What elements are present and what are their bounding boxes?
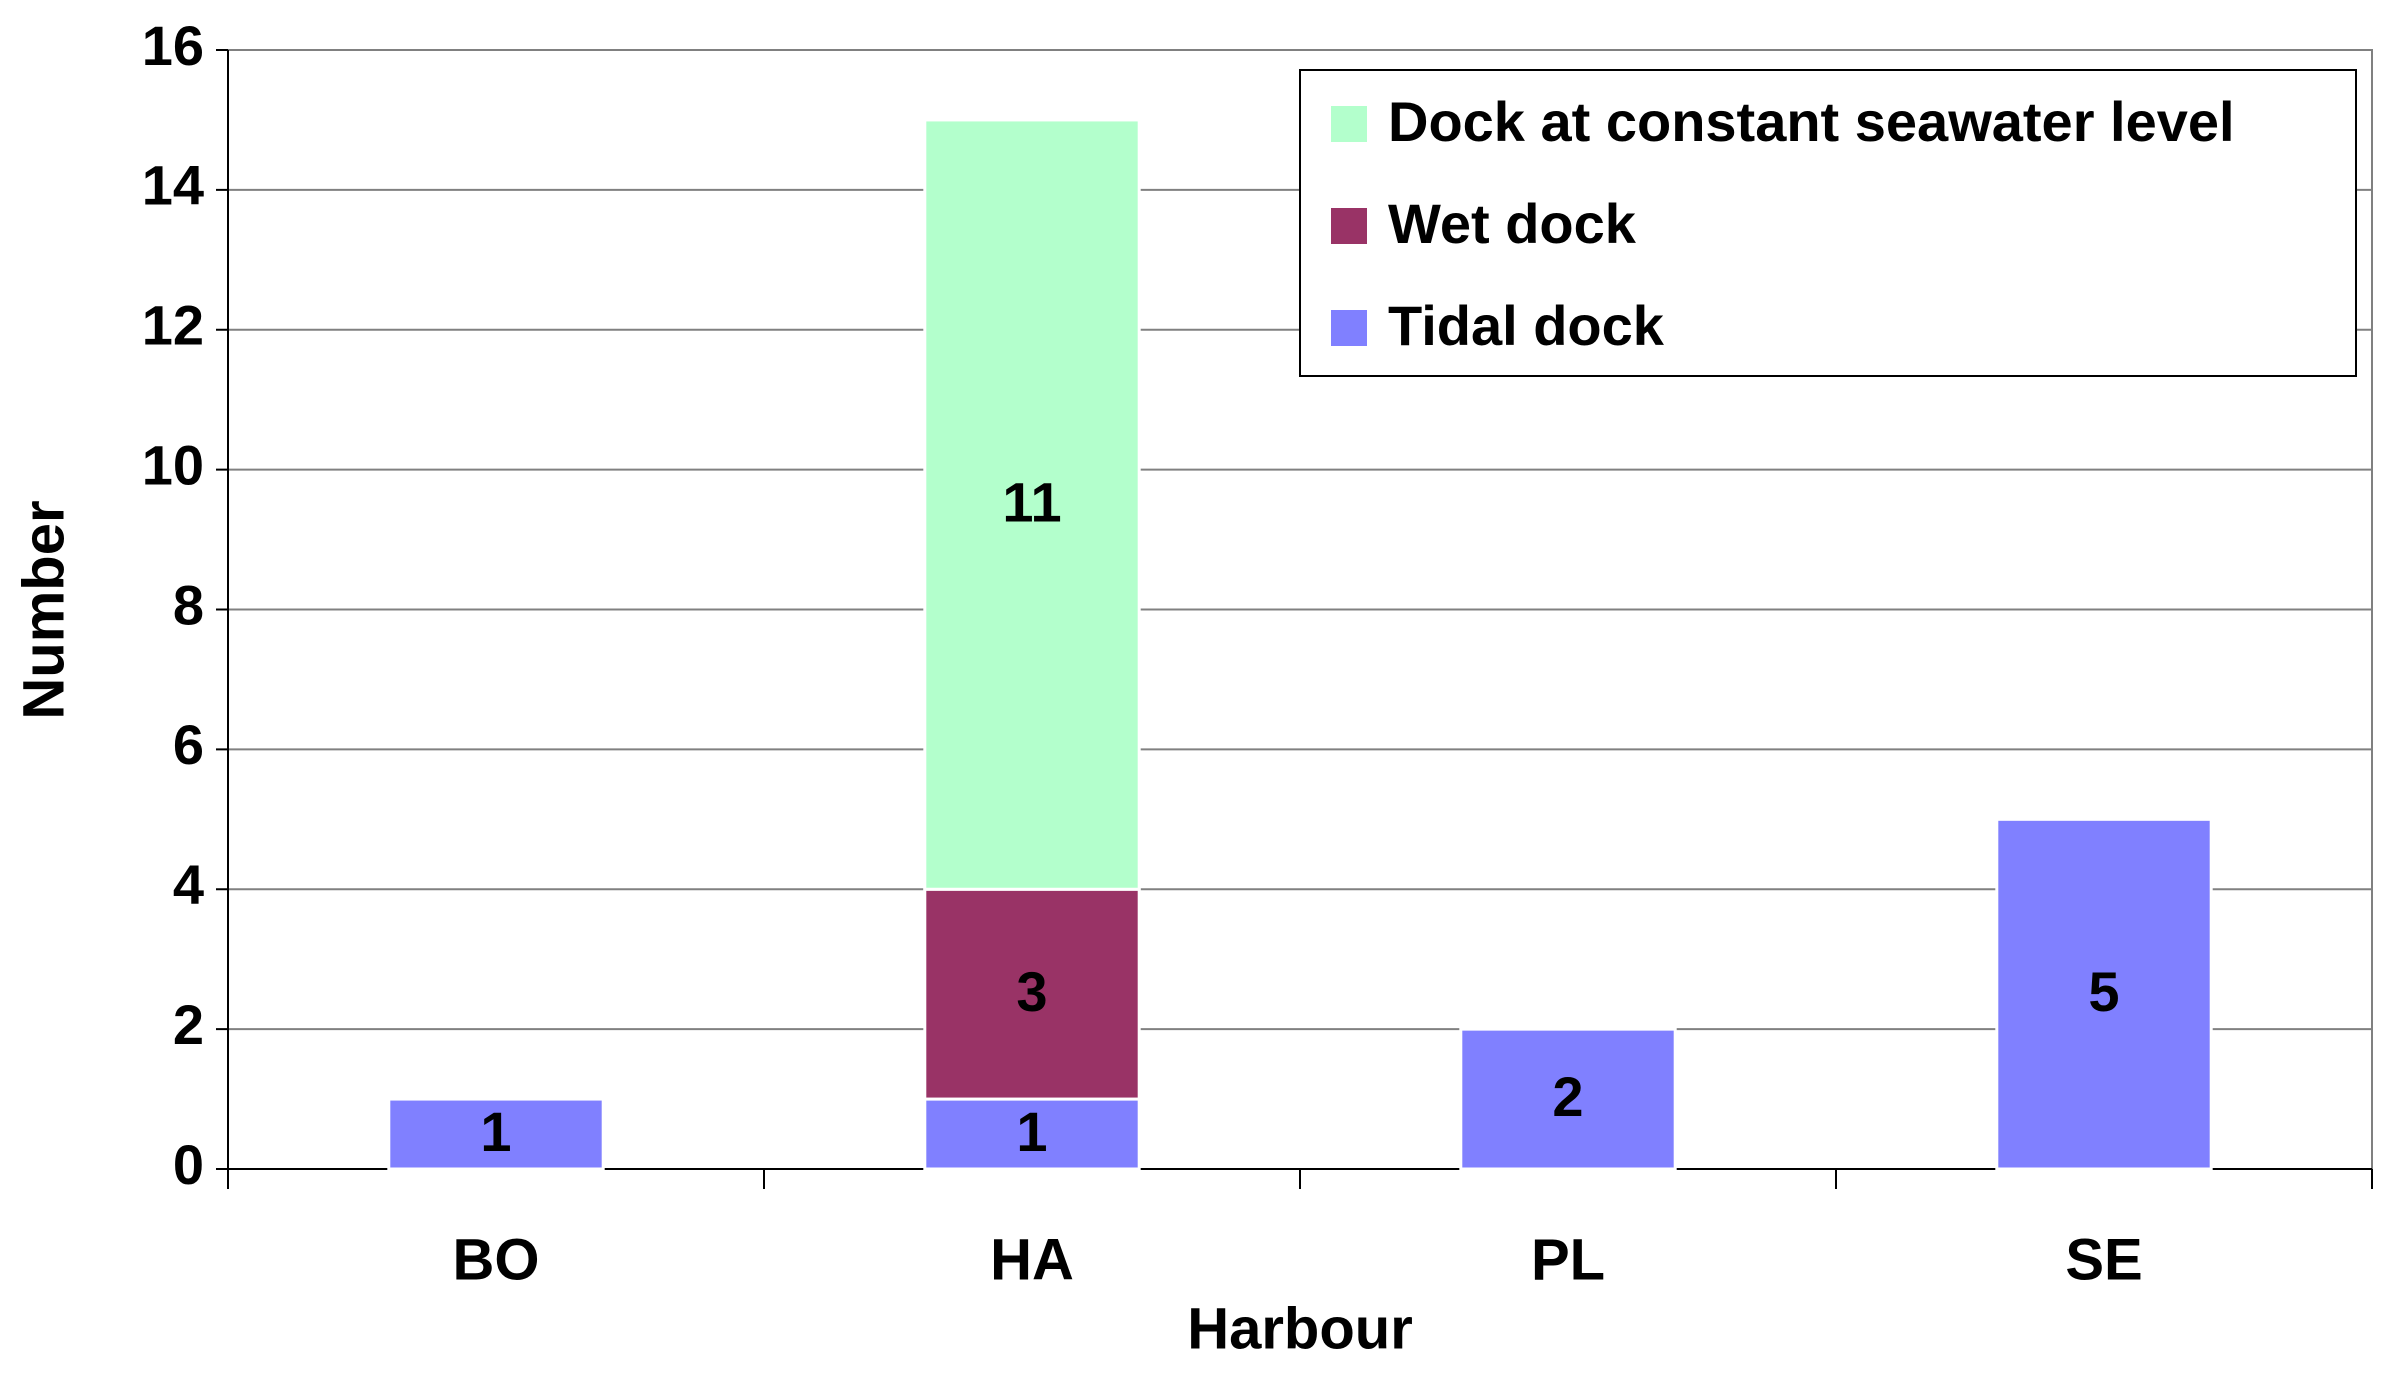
x-axis-label: Harbour xyxy=(1187,1296,1413,1361)
legend-label: Dock at constant seawater level xyxy=(1388,90,2235,153)
legend-box xyxy=(1299,69,2357,377)
bar xyxy=(1459,1027,1677,1171)
data-label: 11 xyxy=(1002,470,1061,533)
y-axis-label: Number xyxy=(11,500,76,719)
legend-swatch xyxy=(1331,310,1367,346)
y-tick-label: 14 xyxy=(142,154,204,217)
legend-label: Tidal dock xyxy=(1388,294,1665,357)
data-label: 5 xyxy=(2088,960,2119,1023)
data-label: 1 xyxy=(1016,1100,1047,1163)
legend-swatch xyxy=(1331,208,1367,244)
bar xyxy=(1995,817,2213,1171)
y-tick-label: 0 xyxy=(173,1133,204,1196)
bar xyxy=(923,118,1141,891)
x-tick-label: PL xyxy=(1531,1227,1605,1292)
y-tick-label: 4 xyxy=(173,853,204,916)
y-tick-label: 10 xyxy=(142,433,204,496)
data-label: 2 xyxy=(1552,1065,1583,1128)
y-tick-label: 12 xyxy=(142,294,204,357)
x-tick-label: BO xyxy=(453,1227,540,1292)
y-tick-label: 2 xyxy=(173,993,204,1056)
y-tick-label: 16 xyxy=(142,14,204,77)
x-tick-label: SE xyxy=(2065,1227,2142,1292)
bar xyxy=(923,887,1141,1101)
data-label: 1 xyxy=(480,1100,511,1163)
data-label: 3 xyxy=(1016,960,1047,1023)
legend-swatch xyxy=(1331,106,1367,142)
bar xyxy=(923,1097,1141,1171)
legend-label: Wet dock xyxy=(1388,192,1637,255)
bar xyxy=(387,1097,605,1171)
y-tick-label: 8 xyxy=(173,573,204,636)
x-tick-label: HA xyxy=(990,1227,1074,1292)
y-tick-label: 6 xyxy=(173,713,204,776)
